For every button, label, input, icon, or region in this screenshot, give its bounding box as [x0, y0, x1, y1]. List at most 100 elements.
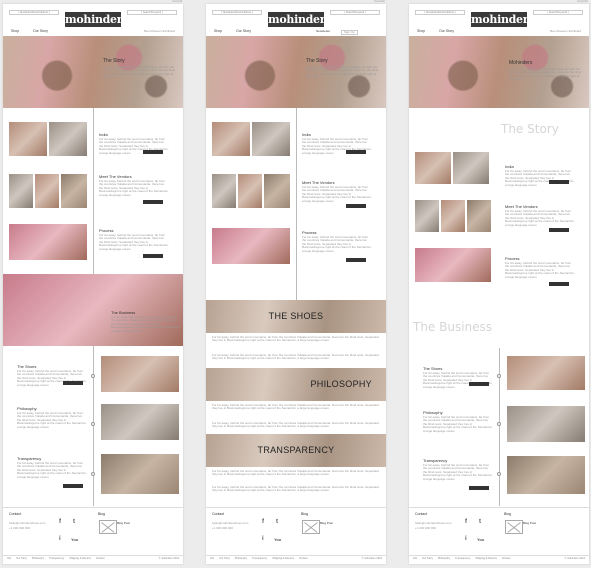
hero-title: The Story [103, 58, 125, 64]
section-title-india: India [99, 132, 108, 137]
vendor-photo-3 [467, 200, 491, 232]
footer: Contact hello@mohindershoes.com +1 000 0… [3, 507, 183, 553]
process-read-more-button[interactable] [143, 254, 163, 258]
logo[interactable]: mohinders [471, 12, 535, 27]
bottom-link[interactable]: Transparency [252, 557, 268, 560]
layout-board-3: ( Newsletter/Email Address ) ( Search/Ke… [409, 4, 589, 564]
vendor-photo-1 [9, 174, 33, 208]
business-heading: The Business [413, 320, 493, 334]
story-heading: The Story [501, 122, 559, 136]
india-text: For far away, behind the word mountains,… [99, 137, 169, 155]
blog-post-title[interactable]: Blog Post [117, 521, 130, 525]
footer-email[interactable]: hello@mohindershoes.com [415, 521, 452, 525]
newsletter-email-field[interactable]: ( Newsletter/Email Address ) [9, 10, 59, 15]
instagram-icon[interactable]: i [59, 536, 61, 542]
board-caption: Card 01 [172, 0, 183, 3]
hero-banner: The Story For far away, behind the word … [3, 36, 183, 108]
bottom-link[interactable]: Philosophy [437, 557, 451, 560]
bottom-link[interactable]: Philosophy [31, 557, 45, 560]
copyright: © mohinders 2014 [361, 557, 382, 560]
bottom-link[interactable]: Our Story [422, 557, 433, 560]
twitter-icon[interactable]: t [276, 519, 278, 525]
search-field[interactable]: ( Search/Keyword ) [533, 10, 583, 15]
nav-shop[interactable]: Shop [11, 29, 20, 33]
process-read-more-button[interactable] [346, 258, 366, 262]
section-title-shoes: The Shoes [17, 364, 37, 369]
vendors-read-more-button[interactable] [143, 200, 163, 204]
shoes-band-title: THE SHOES [268, 311, 324, 321]
instagram-icon[interactable]: i [465, 536, 467, 542]
timeline-dot [497, 374, 501, 378]
search-field[interactable]: ( Search/Keyword ) [330, 10, 380, 15]
nav-our-story[interactable]: Our Story [439, 29, 454, 33]
bottom-link[interactable]: Transparency [455, 557, 471, 560]
facebook-icon[interactable]: f [59, 519, 61, 525]
nav-shop[interactable]: Shop [214, 29, 223, 33]
twitter-icon[interactable]: t [73, 519, 75, 525]
shoes-text: For far away, behind the word mountains,… [17, 369, 87, 387]
process-read-more-button[interactable] [549, 282, 569, 286]
footer-email[interactable]: hello@mohindershoes.com [212, 521, 249, 525]
bottom-link[interactable]: Info [7, 557, 12, 560]
instagram-icon[interactable]: i [262, 536, 264, 542]
bottom-link[interactable]: Shipping & Returns [272, 557, 294, 560]
footer-contact-title: Contact [9, 512, 22, 516]
newsletter-email-field[interactable]: ( Newsletter/Email Address ) [212, 10, 262, 15]
bottom-link[interactable]: Our Story [219, 557, 230, 560]
twitter-icon[interactable]: t [479, 519, 481, 525]
transparency-text-2: For far away, behind the word mountains,… [212, 485, 379, 493]
nav-shop[interactable]: Shop [417, 29, 426, 33]
process-text: For far away, behind the word mountains,… [99, 233, 169, 251]
shoes-photo [101, 356, 179, 392]
section-title-process: Process [302, 230, 317, 235]
india-read-more-button[interactable] [143, 150, 163, 154]
logo[interactable]: mohinders [268, 12, 332, 27]
bottom-nav: Info Our Story Philosophy Transparency Shipp… [206, 555, 386, 561]
bottom-link[interactable]: Info [210, 557, 215, 560]
bottom-link[interactable]: Shipping & Returns [475, 557, 497, 560]
philosophy-photo [507, 406, 585, 442]
footer-email[interactable]: hello@mohindershoes.com [9, 521, 46, 525]
logo[interactable]: mohinders [65, 12, 129, 27]
shoes-read-more-button[interactable] [63, 381, 83, 385]
facebook-icon[interactable]: f [262, 519, 264, 525]
vendor-photo-3 [61, 174, 87, 208]
bottom-link[interactable]: Shipping & Returns [69, 557, 91, 560]
vendor-photo-2 [238, 174, 262, 208]
facebook-icon[interactable]: f [465, 519, 467, 525]
newsletter-signup-button[interactable]: Sign Up [341, 30, 358, 36]
bottom-link[interactable]: Contact [95, 557, 105, 560]
bottom-link[interactable]: Transparency [49, 557, 65, 560]
bottom-link[interactable]: Info [413, 557, 418, 560]
youtube-icon[interactable]: You [71, 537, 79, 542]
india-read-more-button[interactable] [549, 180, 569, 184]
section-title-transparency: Transparency [423, 458, 448, 463]
newsletter-email-field[interactable]: ( Newsletter/Email Address ) [415, 10, 465, 15]
vendors-read-more-button[interactable] [549, 228, 569, 232]
nav-newsletter[interactable]: Newsletter [316, 29, 331, 33]
transparency-read-more-button[interactable] [63, 484, 83, 488]
process-photo [9, 224, 87, 260]
shoes-read-more-button[interactable] [469, 382, 489, 386]
bottom-link[interactable]: Contact [298, 557, 308, 560]
nav-our-story[interactable]: Our Story [33, 29, 48, 33]
shoes-text: For far away, behind the word mountains,… [212, 335, 379, 343]
transparency-read-more-button[interactable] [469, 486, 489, 490]
nav-our-story[interactable]: Our Story [236, 29, 251, 33]
footer-blog-title: Blog [98, 512, 106, 516]
vendors-read-more-button[interactable] [346, 204, 366, 208]
blog-post-title[interactable]: Blog Post [523, 521, 536, 525]
search-field[interactable]: ( Search/Keyword ) [127, 10, 177, 15]
timeline-dot [91, 472, 95, 476]
bottom-link[interactable]: Contact [501, 557, 511, 560]
blog-post-title[interactable]: Blog Post [320, 521, 333, 525]
youtube-icon[interactable]: You [477, 537, 485, 542]
vendor-photo-2 [441, 200, 465, 232]
bottom-link[interactable]: Our Story [16, 557, 27, 560]
youtube-icon[interactable]: You [274, 537, 282, 542]
footer-blog-title: Blog [301, 512, 309, 516]
timeline-line [296, 108, 297, 300]
bottom-link[interactable]: Philosophy [234, 557, 248, 560]
philosophy-photo [101, 404, 179, 440]
india-read-more-button[interactable] [346, 150, 366, 154]
